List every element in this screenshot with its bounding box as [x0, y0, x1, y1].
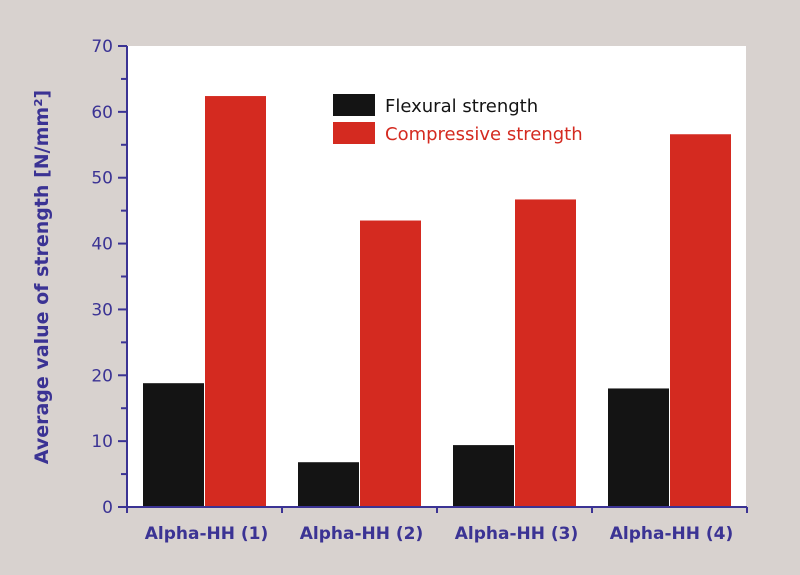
legend-swatch-flexural: [333, 94, 375, 116]
y-axis-label: Average value of strength [N/mm²]: [31, 90, 53, 464]
legend-label-flexural: Flexural strength: [385, 96, 538, 117]
y-tick-label: 0: [102, 498, 113, 518]
y-tick-label: 60: [91, 103, 113, 123]
bar-compressive-2: [360, 220, 421, 507]
legend: Flexural strength Compressive strength: [333, 94, 583, 145]
bar-flexural-2: [298, 462, 359, 507]
x-tick-label: Alpha-HH (3): [455, 524, 579, 544]
bar-flexural-1: [143, 383, 204, 507]
y-tick-label: 30: [91, 300, 113, 320]
bar-flexural-3: [453, 445, 514, 507]
x-tick-label: Alpha-HH (2): [300, 524, 424, 544]
y-tick-label: 10: [91, 432, 113, 452]
bar-compressive-1: [205, 96, 266, 508]
y-tick-label: 70: [91, 37, 113, 57]
y-tick-label: 40: [91, 235, 113, 255]
legend-swatch-compressive: [333, 122, 375, 144]
x-tick-label: Alpha-HH (4): [610, 524, 734, 544]
bar-compressive-4: [670, 134, 731, 507]
bar-flexural-4: [608, 388, 669, 507]
y-tick-label: 50: [91, 169, 113, 189]
legend-label-compressive: Compressive strength: [385, 124, 583, 145]
x-tick-label: Alpha-HH (1): [145, 524, 269, 544]
bar-compressive-3: [515, 199, 576, 507]
y-tick-label: 20: [91, 366, 113, 386]
